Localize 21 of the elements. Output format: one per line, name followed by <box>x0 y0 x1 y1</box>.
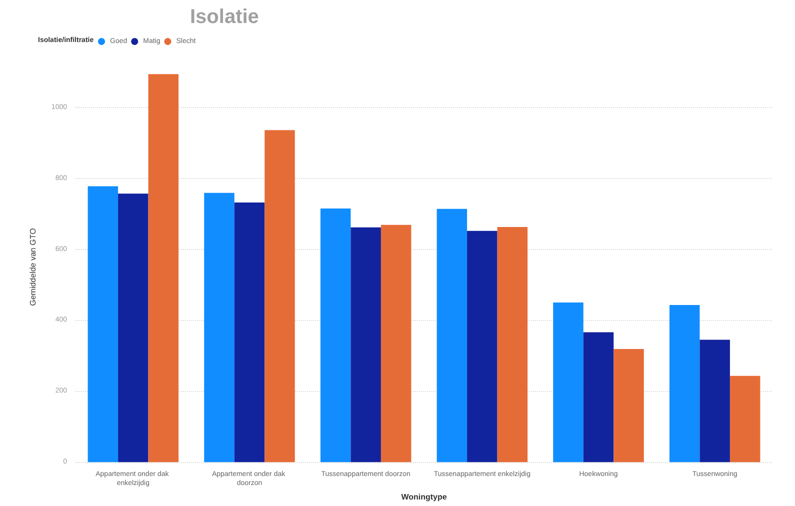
bar <box>436 208 468 462</box>
bar <box>497 226 528 462</box>
bar <box>234 202 265 462</box>
bar <box>583 332 614 462</box>
bar <box>467 230 498 462</box>
chart-title: Isolatie <box>190 6 259 28</box>
bar <box>730 376 760 462</box>
bar <box>264 130 295 462</box>
bar <box>669 304 700 462</box>
bar <box>380 224 412 462</box>
bar <box>320 208 351 462</box>
bar <box>700 340 730 462</box>
bar <box>553 302 584 462</box>
bar <box>350 227 381 462</box>
x-axis-title: Woningtype <box>401 492 448 502</box>
bar <box>204 192 234 462</box>
bar <box>118 194 148 462</box>
y-axis-title: Gemiddelde van GTO <box>28 228 38 306</box>
bar <box>148 74 179 462</box>
bar <box>88 186 118 462</box>
bar <box>614 348 644 462</box>
